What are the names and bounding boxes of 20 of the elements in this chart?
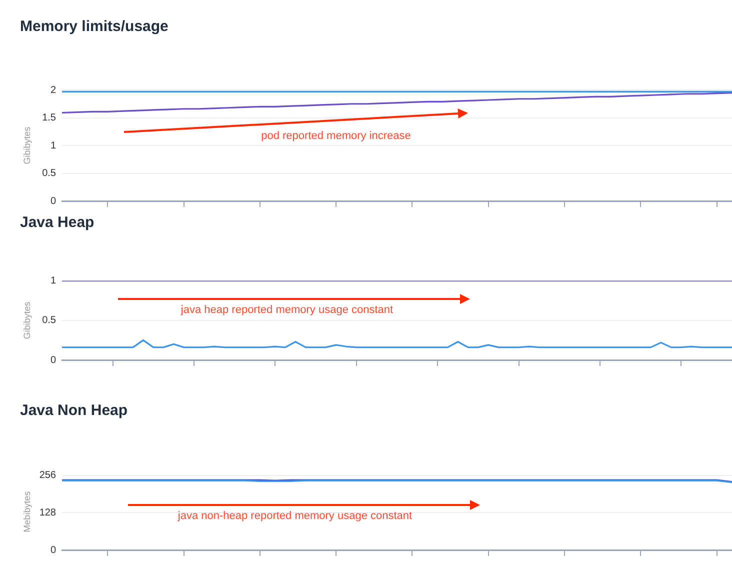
chart-title: Java Heap [20, 214, 94, 232]
y-axis-title: Gibibytes [22, 301, 32, 340]
y-tick-label: 256 [39, 470, 56, 482]
y-tick-label: 0.5 [42, 168, 56, 179]
annotation: pod reported memory increase [261, 130, 411, 142]
y-tick-label: 1 [50, 140, 56, 152]
y-tick-label: 1 [50, 275, 56, 286]
y-tick-label: 2 [50, 84, 56, 96]
y-tick-label: 0 [50, 354, 56, 366]
y-axis-title: Mebibytes [22, 490, 32, 532]
chart-title: Java Non Heap [20, 402, 128, 420]
y-tick-label: 0 [50, 544, 56, 556]
y-tick-label: 0.5 [42, 315, 56, 326]
y-tick-label: 1.5 [42, 112, 56, 124]
y-tick-label: 0 [50, 196, 56, 207]
y-axis-title: Gibibytes [22, 126, 32, 164]
annotation: java non-heap reported memory usage constant [178, 510, 412, 522]
annotation: java heap reported memory usage constant [180, 304, 394, 316]
chart-title: Memory limits/usage [20, 18, 168, 36]
y-tick-label: 128 [39, 507, 56, 518]
